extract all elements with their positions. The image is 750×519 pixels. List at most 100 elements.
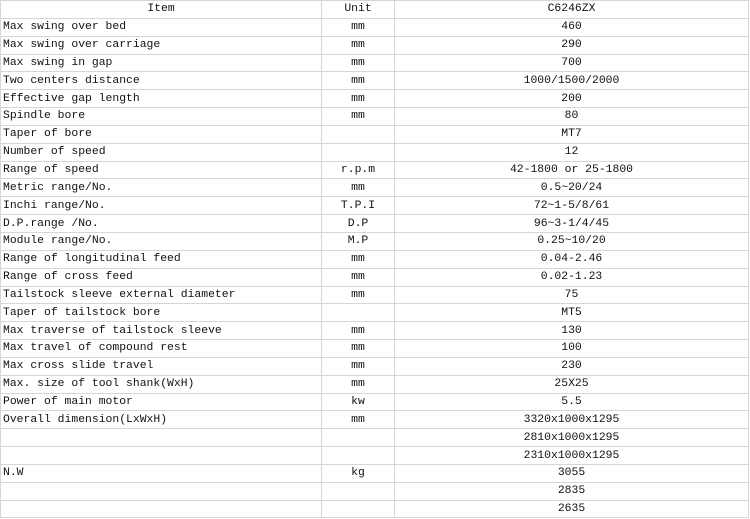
table-row: Range of cross feed mm 0.02-1.23 [0,267,749,287]
row-value: 42-1800 or 25-1800 [394,160,749,180]
row-value: 2635 [394,499,749,519]
row-item: Max swing over bed [0,17,322,37]
row-unit: kw [321,392,395,412]
table-row: Max travel of compound rest mm 100 [0,339,749,358]
row-item: Max cross slide travel [0,356,322,376]
row-unit: mm [321,178,395,198]
table-row: D.P.range /No. D.P 96~3-1/4/45 [0,214,749,233]
row-unit: mm [321,267,395,287]
table-row: 2810x1000x1295 [0,428,749,448]
row-unit [321,142,395,162]
table-row: Max swing in gap mm 700 [0,53,749,73]
row-item: Taper of bore [0,124,322,144]
row-item [0,481,322,501]
row-item: Overall dimension(LxWxH) [0,410,322,430]
row-unit: mm [321,249,395,269]
header-row: Item Unit C6246ZX [0,0,749,19]
table-row: Max. size of tool shank(WxH) mm 25X25 [0,374,749,394]
row-item: Tailstock sleeve external diameter [0,285,322,305]
table-row: Max traverse of tailstock sleeve mm 130 [0,321,749,341]
row-unit: mm [321,285,395,305]
row-value: 130 [394,321,749,341]
row-value: 3055 [394,463,749,483]
row-value: 0.04-2.46 [394,249,749,269]
table-row: Overall dimension(LxWxH) mm 3320x1000x1295 [0,410,749,430]
row-value: 2835 [394,481,749,501]
row-item: Metric range/No. [0,178,322,198]
table-row: Power of main motor kw 5.5 [0,392,749,412]
row-item [0,499,322,519]
row-item: Module range/No. [0,231,322,251]
table-row: Number of speed 12 [0,142,749,162]
table-row: Max cross slide travel mm 230 [0,356,749,376]
table-row: 2835 [0,481,749,501]
row-value: 0.5~20/24 [394,178,749,198]
row-value: 0.25~10/20 [394,231,749,251]
row-item: N.W [0,463,322,483]
row-value: 12 [394,142,749,162]
row-value: 96~3-1/4/45 [394,214,749,233]
row-unit: mm [321,35,395,55]
row-value: 25X25 [394,374,749,394]
row-item [0,446,322,465]
row-unit: mm [321,339,395,358]
table-row: Range of longitudinal feed mm 0.04-2.46 [0,249,749,269]
table-row: Two centers distance mm 1000/1500/2000 [0,71,749,91]
row-value: 200 [394,89,749,109]
table-row: 2635 [0,499,749,519]
row-unit: mm [321,17,395,37]
table-row: Tailstock sleeve external diameter mm 75 [0,285,749,305]
row-unit: D.P [321,214,395,233]
row-item: Number of speed [0,142,322,162]
row-unit [321,303,395,323]
table-row: Max swing over bed mm 460 [0,17,749,37]
row-value: 3320x1000x1295 [394,410,749,430]
table-row: Module range/No. M.P 0.25~10/20 [0,231,749,251]
row-value: 0.02-1.23 [394,267,749,287]
table-row: Inchi range/No. T.P.I 72~1-5/8/61 [0,196,749,216]
row-unit [321,446,395,465]
row-value: 290 [394,35,749,55]
row-value: 100 [394,339,749,358]
row-value: MT7 [394,124,749,144]
table-row: Range of speed r.p.m 42-1800 or 25-1800 [0,160,749,180]
row-unit: mm [321,321,395,341]
row-unit: mm [321,71,395,91]
row-unit: mm [321,107,395,126]
row-item: Max travel of compound rest [0,339,322,358]
row-unit: mm [321,89,395,109]
row-item: Taper of tailstock bore [0,303,322,323]
row-unit: mm [321,410,395,430]
row-item: Range of speed [0,160,322,180]
row-item: D.P.range /No. [0,214,322,233]
table-row: Taper of bore MT7 [0,124,749,144]
row-item: Max swing in gap [0,53,322,73]
row-unit: T.P.I [321,196,395,216]
table-row: Effective gap length mm 200 [0,89,749,109]
row-value: MT5 [394,303,749,323]
table-row: 2310x1000x1295 [0,446,749,465]
row-item: Max traverse of tailstock sleeve [0,321,322,341]
row-value: 230 [394,356,749,376]
row-value: 80 [394,107,749,126]
row-value: 2810x1000x1295 [394,428,749,448]
row-unit: r.p.m [321,160,395,180]
row-value: 700 [394,53,749,73]
row-item: Two centers distance [0,71,322,91]
row-unit [321,481,395,501]
row-unit: M.P [321,231,395,251]
row-unit: mm [321,374,395,394]
table-row: Max swing over carriage mm 290 [0,35,749,55]
table-row: Taper of tailstock bore MT5 [0,303,749,323]
row-item: Range of longitudinal feed [0,249,322,269]
row-value: 2310x1000x1295 [394,446,749,465]
row-item: Range of cross feed [0,267,322,287]
row-value: 75 [394,285,749,305]
row-unit: mm [321,356,395,376]
row-unit [321,124,395,144]
header-unit: Unit [321,0,395,19]
row-item [0,428,322,448]
table-row: Metric range/No. mm 0.5~20/24 [0,178,749,198]
row-item: Max. size of tool shank(WxH) [0,374,322,394]
